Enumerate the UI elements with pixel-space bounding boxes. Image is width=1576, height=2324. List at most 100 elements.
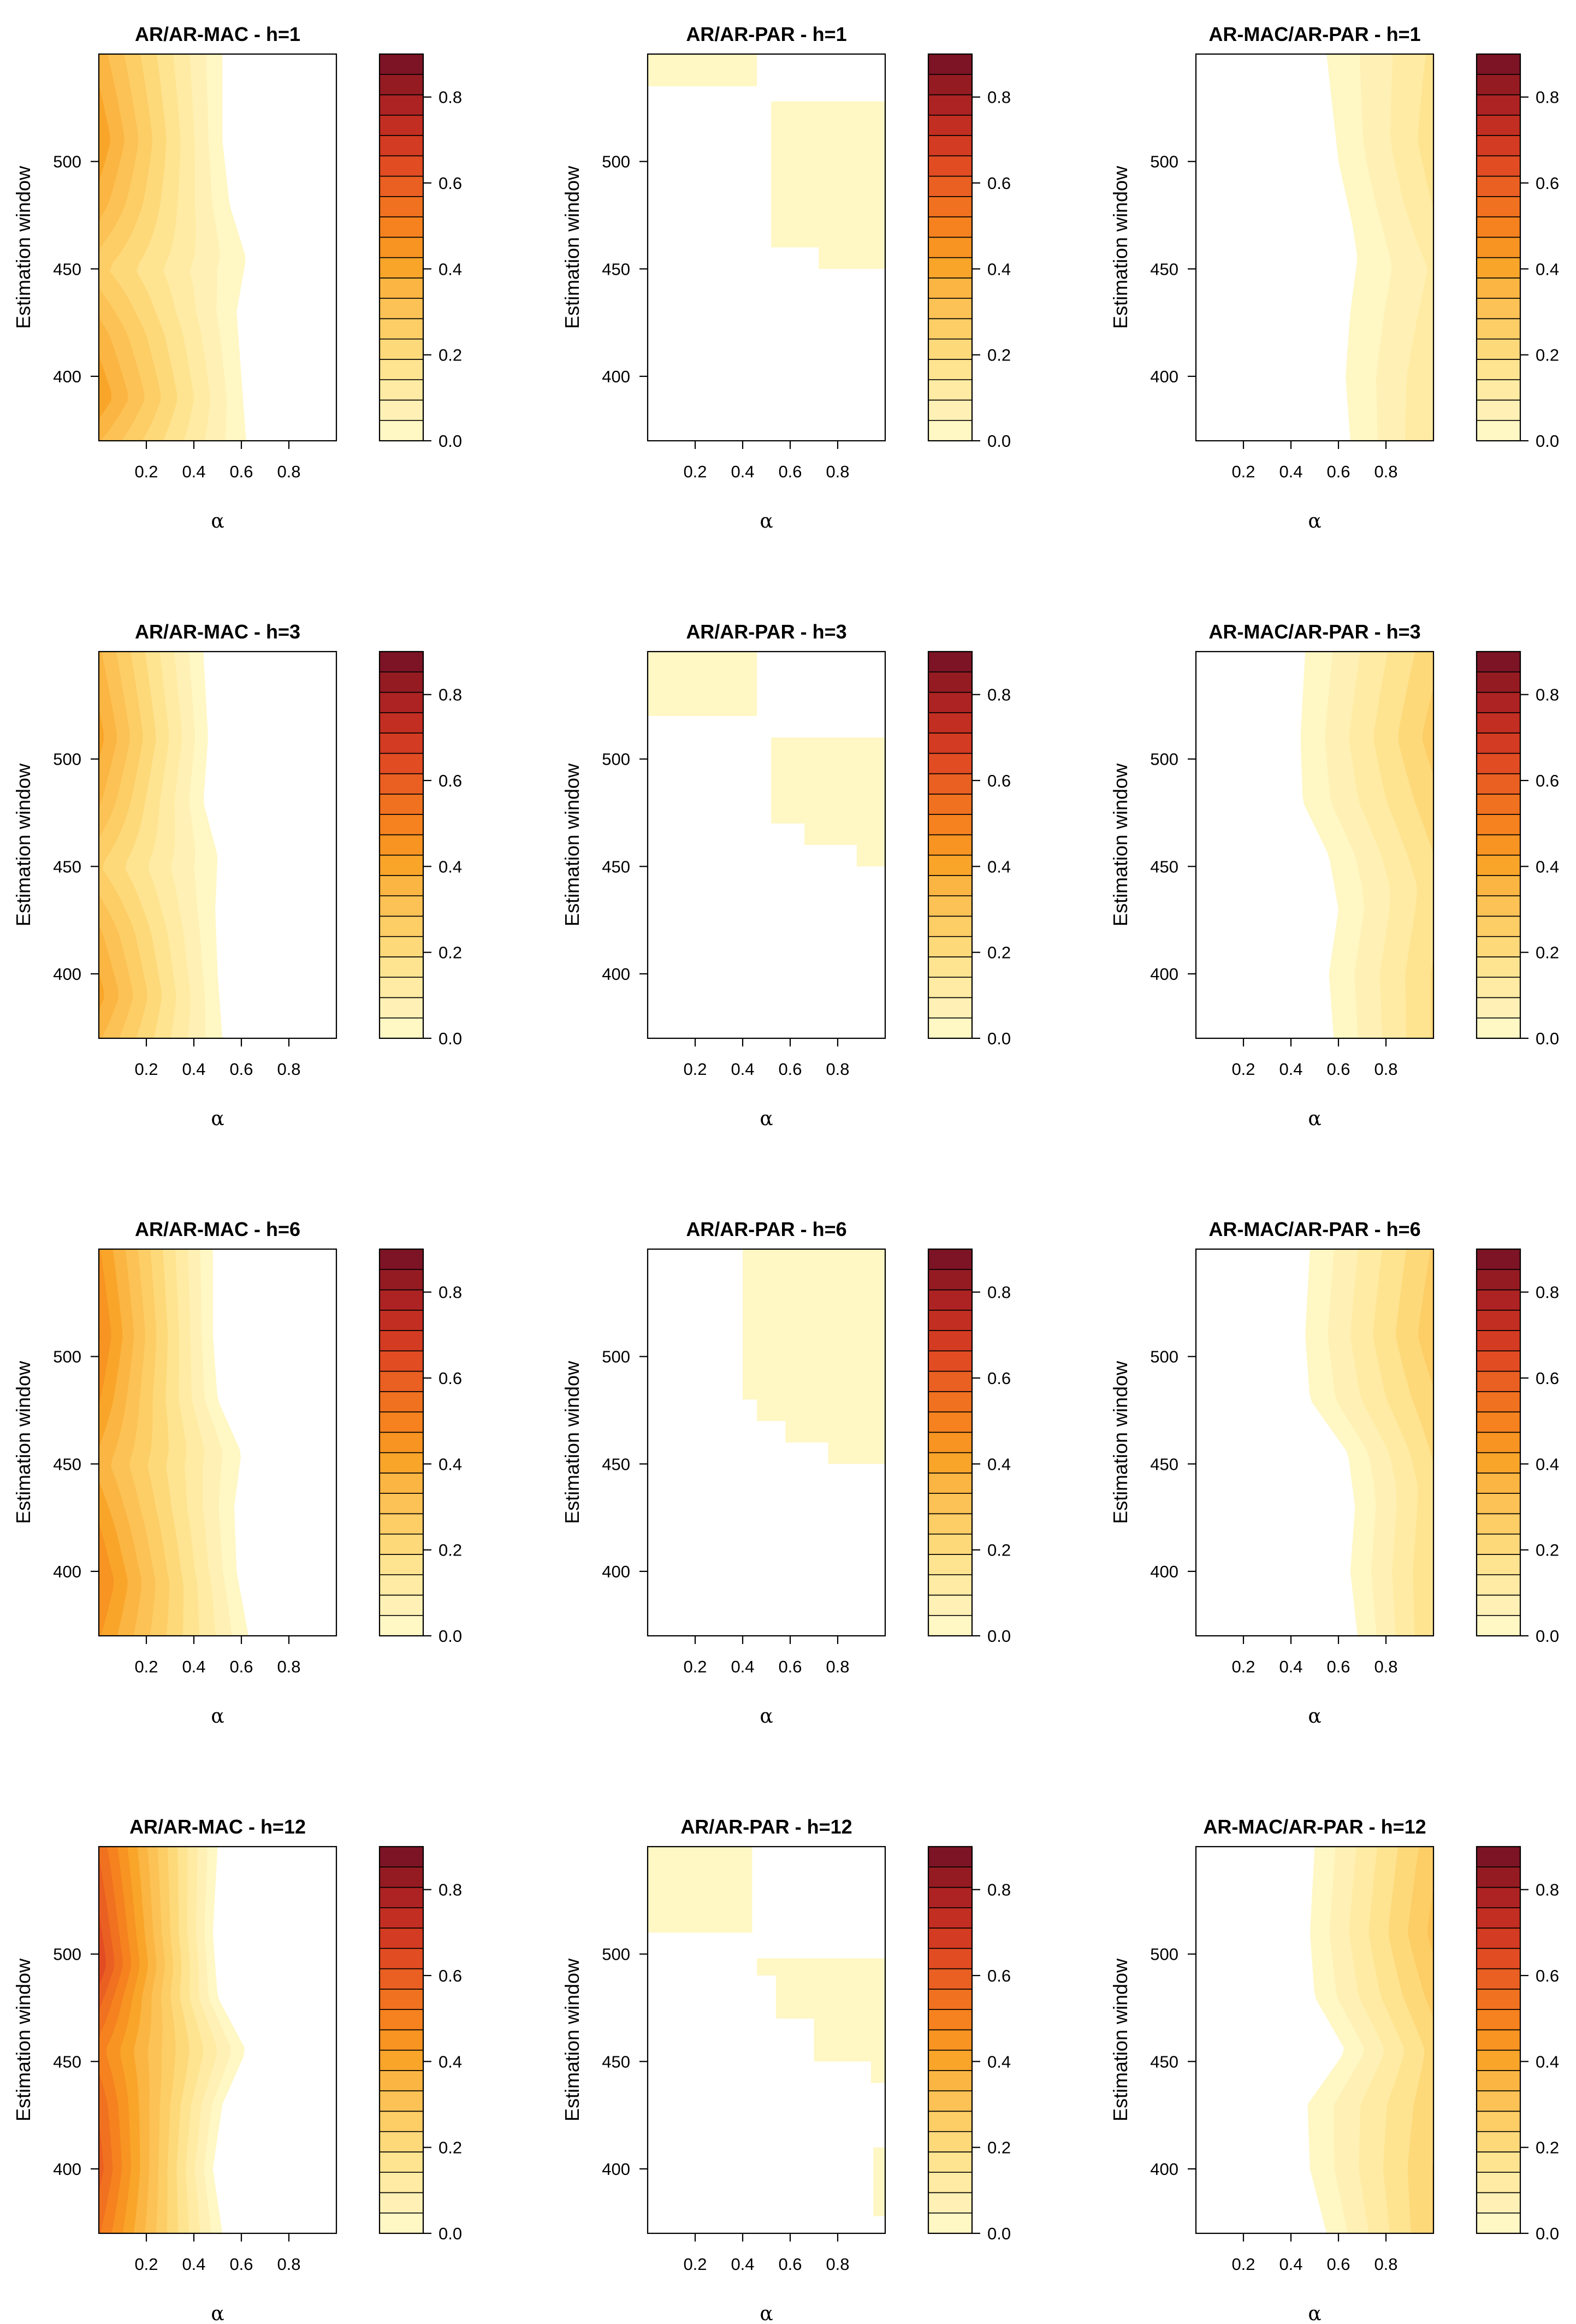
panel-title: AR/AR-MAC - h=3 [135, 620, 300, 643]
colorbar-tick-label: 0.2 [987, 2138, 1011, 2157]
heatmap-fill [1326, 54, 1433, 441]
heatmap-region-2 [819, 247, 885, 269]
colorbar-segment-10 [928, 1411, 973, 1433]
x-tick-label: 0.4 [1279, 462, 1302, 481]
y-tick-label: 400 [602, 1562, 630, 1581]
colorbar-segment-9 [1476, 236, 1521, 258]
colorbar-segment-10 [379, 814, 424, 836]
colorbar-segment-0 [379, 2212, 424, 2234]
colorbar-segment-11 [1476, 794, 1521, 815]
colorbar-segment-13 [928, 1350, 973, 1372]
x-tick-label: 0.2 [683, 2255, 707, 2274]
colorbar-segment-12 [379, 773, 424, 795]
colorbar-segment-14 [379, 135, 424, 157]
x-axis-label: α [1308, 1108, 1321, 1130]
colorbar-tick-label: 0.0 [987, 2224, 1011, 2243]
x-tick-label: 0.8 [277, 462, 300, 481]
x-tick-label: 0.6 [229, 1657, 253, 1676]
x-tick-label: 0.6 [229, 462, 253, 481]
colorbar-segment-2 [379, 1574, 424, 1596]
colorbar-segment-9 [928, 834, 973, 856]
colorbar-segment-1 [1476, 1594, 1521, 1616]
y-tick-label: 450 [602, 857, 630, 876]
colorbar-segment-14 [928, 732, 973, 754]
colorbar-segment-6 [379, 895, 424, 917]
y-tick-label: 500 [53, 152, 81, 172]
panel-11: AR-MAC/AR-PAR - h=12 0.2 0.4 0.6 0.8 α 400 450 5… [1109, 1816, 1559, 2324]
colorbar: 0.0 0.2 0.4 0.6 0.8 [1476, 1846, 1559, 2243]
colorbar-segment-13 [379, 1350, 424, 1372]
colorbar-tick-label: 0.4 [987, 857, 1011, 876]
colorbar-segment-15 [379, 712, 424, 734]
colorbar-segment-0 [1476, 1615, 1521, 1636]
y-tick-label: 400 [1150, 367, 1178, 386]
x-tick-label: 0.2 [683, 1060, 707, 1079]
colorbar-frame [927, 53, 973, 442]
colorbar-tick-label: 0.8 [439, 1283, 462, 1302]
y-tick-label: 500 [53, 1945, 81, 1964]
colorbar-tick-label: 0.0 [439, 2224, 462, 2243]
colorbar-segment-6 [1476, 1493, 1521, 1515]
panel-title: AR/AR-MAC - h=1 [135, 23, 300, 45]
colorbar-segment-1 [928, 1594, 973, 1616]
colorbar-frame [378, 1248, 424, 1637]
colorbar-tick-label: 0.2 [439, 943, 462, 962]
colorbar-segment-13 [379, 753, 424, 774]
x-tick-label: 0.8 [1374, 1060, 1397, 1079]
colorbar-segment-2 [928, 379, 973, 401]
colorbar-segment-16 [928, 1289, 973, 1311]
plot-frame [98, 651, 337, 1039]
colorbar-segment-10 [1476, 216, 1521, 238]
colorbar-segment-5 [928, 2110, 973, 2132]
colorbar-segment-3 [379, 956, 424, 978]
colorbar-segment-6 [379, 1493, 424, 1515]
heatmap-region-3 [856, 845, 885, 867]
colorbar-segment-11 [928, 1989, 973, 2010]
x-tick-label: 0.8 [277, 1060, 300, 1079]
colorbar-segment-17 [379, 1269, 424, 1291]
y-tick-label: 400 [1150, 1562, 1178, 1581]
y-tick-label: 450 [602, 1454, 630, 1474]
y-tick-label: 500 [602, 750, 630, 769]
colorbar-segment-6 [928, 895, 973, 917]
colorbar-tick-label: 0.8 [439, 685, 462, 705]
heatmap-region-4 [870, 2061, 885, 2083]
colorbar-tick-label: 0.0 [439, 431, 462, 451]
colorbar-tick-label: 0.8 [1536, 1881, 1559, 1900]
colorbar-segment-1 [928, 399, 973, 421]
colorbar-segment-5 [928, 915, 973, 937]
heatmap-region-3 [814, 2018, 885, 2062]
colorbar-segment-13 [379, 1948, 424, 1970]
colorbar-tick-label: 0.2 [439, 2138, 462, 2157]
colorbar-segment-17 [928, 74, 973, 96]
colorbar-segment-18 [1476, 1846, 1521, 1868]
colorbar-segment-5 [1476, 1513, 1521, 1535]
heatmap-region-3 [828, 1442, 885, 1464]
colorbar: 0.0 0.2 0.4 0.6 0.8 [927, 53, 1011, 451]
colorbar-segment-17 [379, 1866, 424, 1888]
colorbar-segment-12 [1476, 175, 1521, 197]
colorbar-segment-10 [928, 216, 973, 238]
contour-band-4 [1398, 652, 1433, 1038]
colorbar-segment-7 [1476, 277, 1521, 299]
colorbar-segment-14 [1476, 732, 1521, 754]
x-tick-label: 0.4 [731, 1657, 754, 1676]
heatmap-region-2 [785, 1421, 885, 1442]
colorbar-segment-7 [379, 875, 424, 896]
colorbar-segment-12 [928, 1968, 973, 1990]
contour-band-13 [99, 1847, 106, 2233]
colorbar-segment-4 [379, 338, 424, 360]
colorbar-segment-11 [379, 1391, 424, 1412]
colorbar-tick-label: 0.6 [439, 771, 462, 790]
colorbar-segment-2 [928, 1574, 973, 1596]
colorbar-segment-8 [928, 2049, 973, 2071]
x-tick-label: 0.4 [731, 462, 754, 481]
colorbar-tick-label: 0.6 [439, 1966, 462, 1985]
x-tick-label: 0.4 [182, 1060, 205, 1079]
colorbar-tick-label: 0.8 [987, 1881, 1011, 1900]
y-tick-label: 450 [53, 259, 81, 279]
colorbar-segment-18 [928, 1249, 973, 1270]
y-tick-label: 450 [53, 1454, 81, 1474]
colorbar-tick-label: 0.6 [987, 771, 1011, 790]
colorbar-tick-label: 0.2 [987, 1541, 1011, 1560]
